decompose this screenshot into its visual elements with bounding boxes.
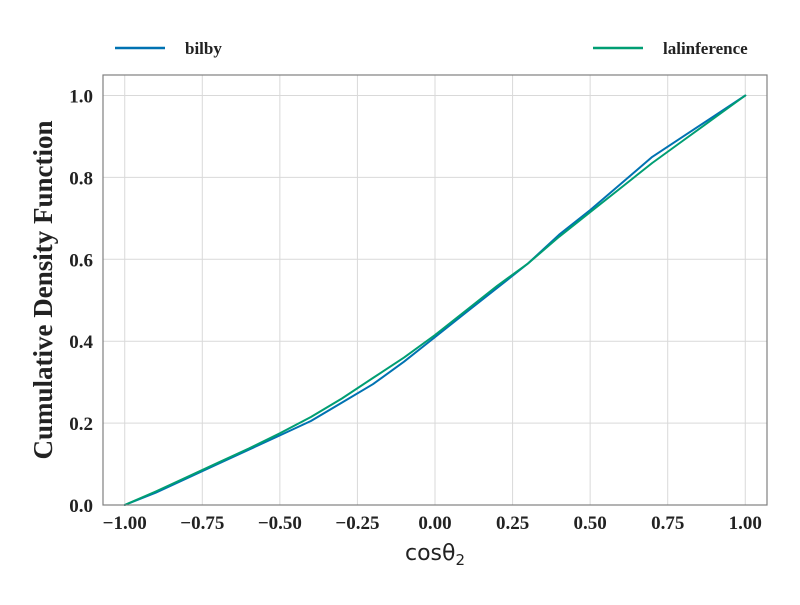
x-axis-label-subscript: 2 [455,551,465,569]
y-tick-label: 0.6 [69,250,93,271]
legend-label-bilby: bilby [185,39,222,58]
x-tick-label: −0.75 [180,513,224,534]
series-line-lalinference [123,94,747,506]
x-axis-label-main: cosθ [405,541,455,566]
y-tick-label: 0.0 [69,496,93,517]
x-axis-label: cosθ2 [405,541,465,569]
x-tick-label: 1.00 [729,513,762,534]
x-tick-label: −0.50 [258,513,302,534]
x-tick-label: 0.75 [651,513,684,534]
series-lines [123,94,747,506]
y-tick-label: 0.8 [69,168,93,189]
legend: bilby lalinference [115,39,748,58]
y-tick-label: 1.0 [69,86,93,107]
plot-area-frame [102,74,768,506]
series-line-bilby [123,94,747,506]
y-tick-label: 0.4 [69,332,93,353]
x-tick-label: 0.25 [496,513,529,534]
y-tick-label: 0.2 [69,414,93,435]
grid [103,75,767,506]
x-tick-label: −1.00 [103,513,147,534]
x-tick-label: 0.50 [574,513,607,534]
x-tick-label: 0.00 [418,513,451,534]
y-axis-label: Cumulative Density Function [28,120,58,459]
x-tick-labels: −1.00 −0.75 −0.50 −0.25 0.00 0.25 0.50 0.75 1.00 [103,513,762,534]
x-tick-label: −0.25 [335,513,379,534]
legend-label-lalinference: lalinference [663,39,748,58]
y-tick-labels: 0.0 0.2 0.4 0.6 0.8 1.0 [69,86,93,517]
